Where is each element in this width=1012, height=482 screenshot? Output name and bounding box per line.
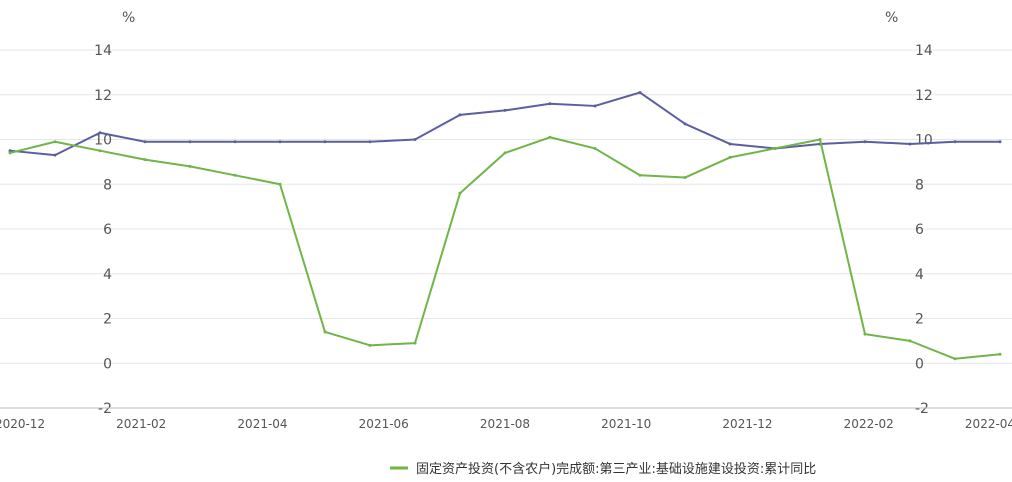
data-point-series-1 [863,140,867,144]
data-point-series-2 [953,357,957,361]
data-point-series-2 [728,155,732,159]
data-point-series-2 [368,343,372,347]
x-tick-label: 2022-02 [844,417,894,431]
y-tick-label-right: 6 [915,222,924,238]
left-axis-unit: % [122,10,135,26]
data-point-series-1 [908,142,912,146]
y-tick-label-left: 14 [94,43,112,59]
y-tick-label-right: -2 [915,401,929,417]
data-point-series-2 [503,151,507,155]
series-line-1 [9,91,1000,157]
data-point-series-1 [53,153,57,157]
y-tick-label-right: 10 [915,133,933,149]
data-point-series-1 [188,140,192,144]
data-point-series-1 [683,122,687,126]
data-point-series-1 [458,113,462,117]
data-point-series-1 [953,140,957,144]
data-point-series-2 [818,138,822,141]
x-tick-label: 2022-04 [965,417,1012,431]
x-tick-label: 2021-10 [601,417,651,431]
x-tick-label: 2021-12 [722,417,772,431]
y-tick-label-left: 0 [103,356,112,372]
data-point-series-1 [8,149,12,153]
data-point-series-2 [98,149,102,153]
data-point-series-2 [998,352,1002,356]
y-tick-label-right: 8 [915,177,924,193]
data-point-series-1 [503,108,507,112]
x-tick-label: 2021-02 [116,417,166,431]
data-point-series-1 [98,131,102,135]
data-point-series-2 [908,339,912,343]
y-tick-label-right: 14 [915,43,933,59]
data-point-series-2 [863,332,867,336]
data-point-series-1 [413,138,417,141]
data-point-series-2 [278,182,282,186]
data-point-series-2 [593,146,597,150]
data-point-series-1 [548,102,552,106]
data-point-series-1 [593,104,597,108]
y-tick-label-right: 2 [915,312,924,328]
y-tick-label-right: 12 [915,88,933,104]
data-point-series-2 [8,151,12,155]
data-point-series-2 [773,146,777,150]
data-point-series-2 [323,330,327,334]
right-axis-unit: % [885,10,898,26]
y-tick-label-left: 6 [103,222,112,238]
data-point-series-1 [728,142,732,146]
data-point-series-2 [548,135,552,139]
data-point-series-1 [278,140,282,144]
data-point-series-1 [323,140,327,144]
y-tick-label-left: 10 [94,133,112,149]
data-point-series-2 [233,173,237,177]
x-tick-label: 2021-06 [359,417,409,431]
series-line-2 [9,136,1001,360]
y-tick-label-left: -2 [98,401,112,417]
y-tick-label-right: 0 [915,356,924,372]
data-point-series-2 [638,173,642,177]
data-point-series-2 [188,164,192,168]
y-tick-label-left: 4 [103,267,112,283]
data-point-series-2 [143,158,147,162]
legend-label: 固定资产投资(不含农户)完成额:第三产业:基础设施建设投资:累计同比 [416,461,816,477]
x-tick-label: 2021-08 [480,417,530,431]
y-tick-label-left: 12 [94,88,112,104]
y-tick-label-left: 8 [103,177,112,193]
x-tick-label: 2020-12 [0,417,45,431]
data-point-series-1 [233,140,237,144]
data-point-series-1 [998,140,1002,144]
data-point-series-1 [638,91,642,95]
y-tick-label-right: 4 [915,267,924,283]
data-point-series-1 [368,140,372,144]
data-point-series-2 [458,191,462,195]
data-point-series-1 [143,140,147,144]
data-point-series-2 [53,140,57,144]
data-point-series-2 [683,176,687,180]
data-point-series-2 [413,341,417,345]
y-tick-label-left: 2 [103,312,112,328]
x-tick-label: 2021-04 [237,417,287,431]
